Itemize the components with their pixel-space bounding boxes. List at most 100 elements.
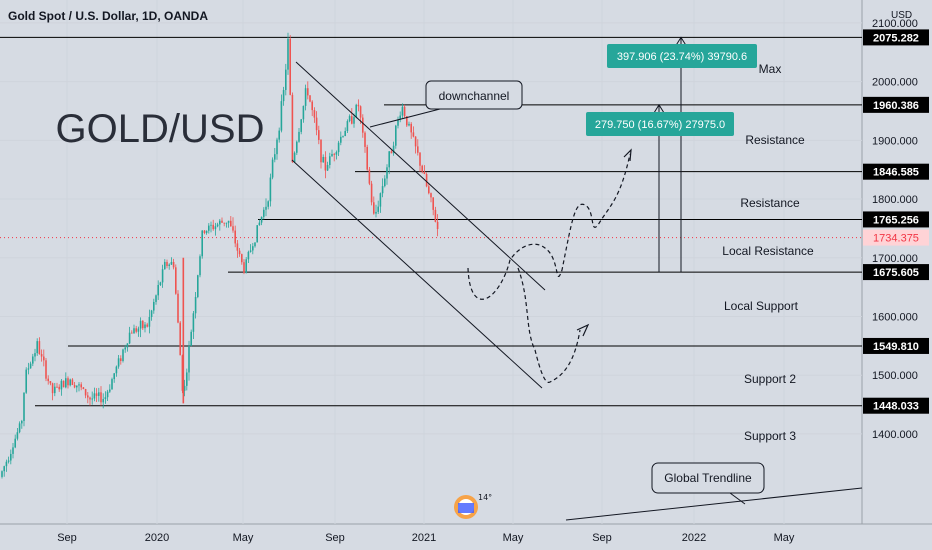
candle-body	[49, 381, 52, 384]
candle-body	[403, 106, 406, 117]
candle-body	[423, 171, 426, 175]
candle-body	[34, 353, 36, 357]
candle-body	[428, 186, 430, 194]
time-tick-label: May	[774, 532, 795, 544]
candle-body	[128, 332, 131, 344]
candle-body	[414, 136, 417, 147]
candle-body	[51, 383, 54, 394]
candle-body	[236, 243, 239, 251]
symbol-title: Gold Spot / U.S. Dollar, 1D, OANDA	[8, 9, 208, 23]
candle-body	[342, 136, 344, 137]
candle-body	[274, 154, 276, 160]
candle-body	[216, 224, 219, 227]
candle-body	[98, 392, 100, 396]
candle-body	[307, 88, 309, 96]
candle-body	[62, 380, 65, 388]
candle-body	[212, 224, 214, 230]
candle-body	[144, 324, 146, 329]
svg-text:14°: 14°	[478, 493, 492, 502]
candle-body	[230, 220, 232, 227]
level-name: Resistance	[745, 133, 805, 147]
downchannel-lower-line[interactable]	[291, 159, 543, 389]
candle-body	[93, 393, 96, 399]
candle-body	[205, 230, 208, 233]
candle-body	[390, 151, 393, 154]
candle-body	[355, 104, 357, 118]
candle-body	[203, 230, 206, 233]
time-tick-label: 2022	[682, 532, 706, 544]
candle-body	[373, 202, 375, 214]
candle-body	[291, 94, 294, 163]
currency-label: USD	[891, 10, 912, 21]
level-price-label: 1448.033	[873, 401, 919, 413]
candle-body	[40, 354, 43, 357]
candle-body	[436, 221, 439, 230]
downchannel-callout-box[interactable]	[425, 80, 523, 110]
candle-body	[161, 269, 164, 283]
candle-body	[146, 324, 148, 327]
candle-body	[379, 193, 382, 207]
trendline-callout-pointer	[729, 492, 746, 505]
candle-body	[392, 145, 395, 154]
time-tick-label: May	[503, 532, 524, 544]
candle-body	[232, 226, 234, 231]
downchannel-upper-line[interactable]	[295, 61, 546, 291]
candle-body	[362, 117, 364, 133]
candle-body	[315, 117, 318, 131]
candle-body	[384, 178, 386, 187]
trendline-callout-box[interactable]	[651, 462, 765, 494]
level-price-tag	[863, 337, 929, 354]
candle-body	[54, 386, 56, 394]
candle-body	[170, 261, 173, 265]
candle-body	[318, 130, 320, 140]
candle-body	[309, 95, 311, 102]
candle-body	[10, 453, 12, 461]
candle-body	[258, 222, 261, 226]
candle-body	[190, 331, 192, 346]
plot-area[interactable]	[0, 0, 862, 524]
level-price-tag	[863, 397, 929, 414]
candle-body	[71, 379, 74, 386]
candle-body	[370, 183, 373, 203]
candle-body	[256, 225, 258, 243]
candle-body	[45, 360, 47, 379]
level-price-tag	[863, 264, 929, 281]
price-tick-label: 2000.000	[872, 77, 918, 89]
level-price-tag	[863, 163, 929, 180]
candle-body	[269, 177, 272, 202]
watermark-text: GOLD/USD	[56, 107, 265, 151]
candle-body	[368, 169, 371, 184]
candle-body	[249, 250, 252, 252]
candle-body	[302, 105, 305, 120]
candle-body	[166, 261, 168, 267]
candle-body	[181, 355, 184, 391]
price-tick-label: 1800.000	[872, 194, 918, 206]
level-price-tag	[863, 96, 929, 113]
candle-body	[335, 152, 338, 155]
candle-body	[375, 211, 377, 214]
candle-body	[38, 341, 41, 355]
candle-body	[23, 392, 25, 421]
current-price-tag	[863, 229, 929, 246]
candle-body	[296, 141, 298, 153]
candle-body	[366, 146, 368, 170]
downchannel-callout-text: downchannel	[439, 89, 510, 103]
candle-body	[430, 193, 432, 198]
candle-body	[159, 282, 162, 285]
candle-body	[346, 121, 349, 131]
global-trendline[interactable]	[565, 487, 863, 521]
candle-body	[313, 110, 316, 118]
candle-body	[263, 209, 265, 217]
candle-body	[135, 328, 137, 332]
candle-body	[164, 261, 166, 270]
candle-body	[199, 256, 201, 276]
candle-body	[73, 385, 76, 388]
candle-body	[265, 206, 267, 210]
candle-body	[197, 275, 199, 298]
candle-body	[412, 132, 415, 137]
level-price-label: 2075.282	[873, 32, 919, 44]
candle-body	[298, 131, 300, 142]
price-tick-label: 2100.000	[872, 18, 918, 30]
